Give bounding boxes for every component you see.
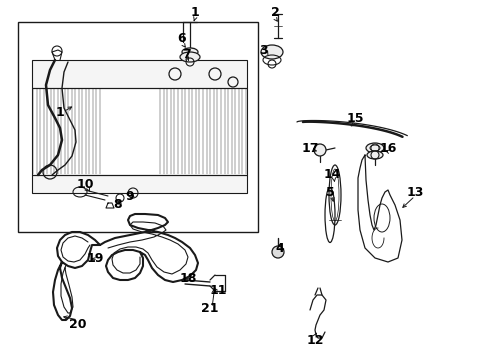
Text: 17: 17 bbox=[301, 141, 319, 154]
Circle shape bbox=[314, 144, 326, 156]
Bar bbox=[32, 175, 247, 193]
Ellipse shape bbox=[182, 48, 198, 56]
Text: 8: 8 bbox=[114, 198, 122, 211]
Ellipse shape bbox=[367, 151, 383, 159]
Text: 21: 21 bbox=[201, 302, 219, 315]
Text: 2: 2 bbox=[270, 5, 279, 18]
Bar bbox=[18, 22, 258, 232]
Text: 4: 4 bbox=[275, 242, 284, 255]
Bar bbox=[32, 88, 247, 175]
Text: 19: 19 bbox=[86, 252, 104, 265]
Text: 18: 18 bbox=[179, 271, 196, 284]
Text: 14: 14 bbox=[323, 168, 341, 181]
Text: 1: 1 bbox=[191, 5, 199, 18]
Ellipse shape bbox=[366, 143, 384, 153]
Text: 15: 15 bbox=[346, 112, 364, 125]
Text: 5: 5 bbox=[326, 185, 334, 198]
Text: 7: 7 bbox=[182, 49, 191, 62]
Bar bbox=[32, 60, 247, 88]
Text: 1: 1 bbox=[56, 105, 64, 118]
Ellipse shape bbox=[261, 45, 283, 59]
Text: 12: 12 bbox=[306, 333, 324, 346]
Ellipse shape bbox=[180, 52, 200, 62]
Text: 11: 11 bbox=[209, 284, 227, 297]
Text: 3: 3 bbox=[259, 44, 268, 57]
Text: 6: 6 bbox=[178, 31, 186, 45]
Text: 10: 10 bbox=[76, 179, 94, 192]
Text: 16: 16 bbox=[379, 141, 397, 154]
Text: 9: 9 bbox=[126, 189, 134, 202]
Text: 13: 13 bbox=[406, 185, 424, 198]
Text: 20: 20 bbox=[69, 319, 87, 332]
Circle shape bbox=[272, 246, 284, 258]
